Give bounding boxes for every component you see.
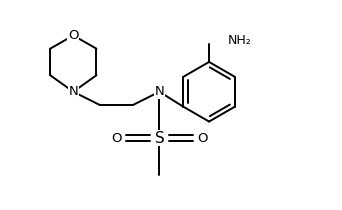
Text: N: N	[155, 85, 164, 98]
Text: O: O	[68, 29, 79, 42]
Text: O: O	[197, 132, 208, 145]
Text: N: N	[68, 85, 78, 98]
Text: O: O	[111, 132, 122, 145]
Text: S: S	[155, 131, 164, 146]
Text: NH₂: NH₂	[227, 34, 251, 47]
